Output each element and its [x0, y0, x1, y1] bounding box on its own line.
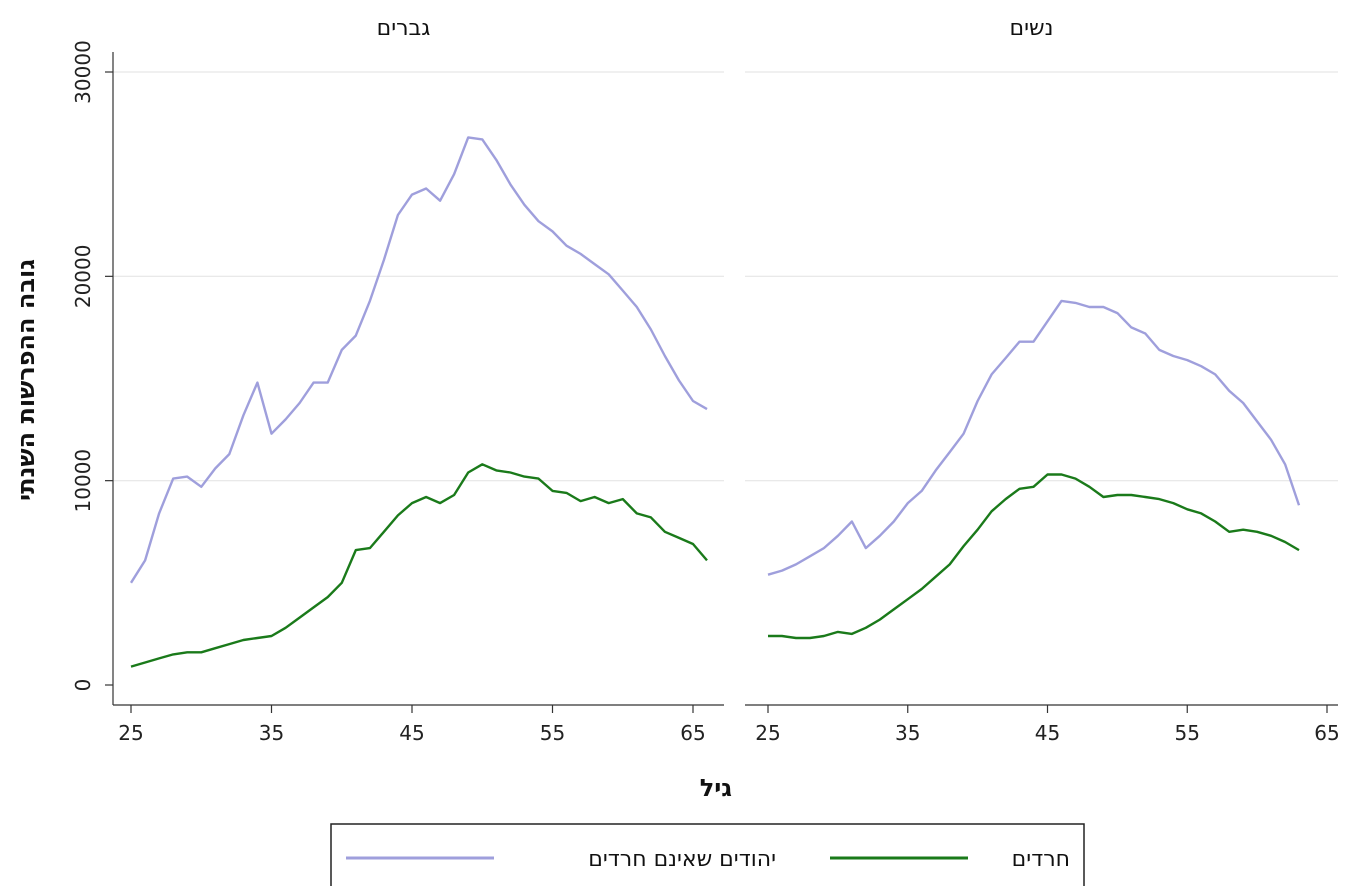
panel-men: 0 10000 20000 30000 25 35 45 55 65 גברים	[71, 16, 724, 745]
series-lines-men	[129, 136, 708, 668]
x-ticks-men: 25 35 45 55 65	[118, 705, 706, 745]
y-axis-title: גובה ההפרשות השנתי	[12, 259, 40, 501]
x-tick-label: 35	[895, 721, 920, 745]
series-line	[129, 136, 708, 584]
series-line	[767, 299, 1301, 576]
x-tick-label: 55	[1175, 721, 1200, 745]
gridlines-women	[745, 71, 1338, 482]
y-tick-label: 0	[71, 679, 95, 692]
x-tick-label: 25	[118, 721, 143, 745]
series-lines-women	[767, 299, 1301, 640]
legend-label-haredi: חרדים	[1012, 847, 1070, 872]
legend: יהודים שאינם חרדים חרדים	[330, 823, 1085, 886]
y-tick-label: 30000	[71, 40, 95, 104]
panel-title-men: גברים	[377, 16, 431, 41]
x-ticks-women: 25 35 45 55 65	[755, 705, 1340, 745]
x-tick-label: 45	[1035, 721, 1060, 745]
x-tick-label: 35	[259, 721, 284, 745]
x-tick-label: 25	[755, 721, 780, 745]
x-tick-label: 55	[540, 721, 565, 745]
gridlines-men	[113, 71, 724, 482]
x-axis-title: גיל	[700, 774, 733, 802]
x-tick-label: 65	[1314, 721, 1339, 745]
legend-label-non-haredi: יהודים שאינם חרדים	[588, 847, 776, 872]
panel-women: 25 35 45 55 65 נשים	[745, 16, 1340, 745]
y-tick-label: 10000	[71, 449, 95, 513]
x-tick-label: 45	[399, 721, 424, 745]
legend-box	[330, 823, 1085, 886]
series-line	[130, 463, 708, 668]
y-tick-label: 20000	[71, 245, 95, 309]
y-ticks: 0 10000 20000 30000	[71, 40, 113, 691]
x-tick-label: 65	[680, 721, 705, 745]
series-line	[768, 473, 1300, 640]
panel-title-women: נשים	[1010, 16, 1054, 41]
